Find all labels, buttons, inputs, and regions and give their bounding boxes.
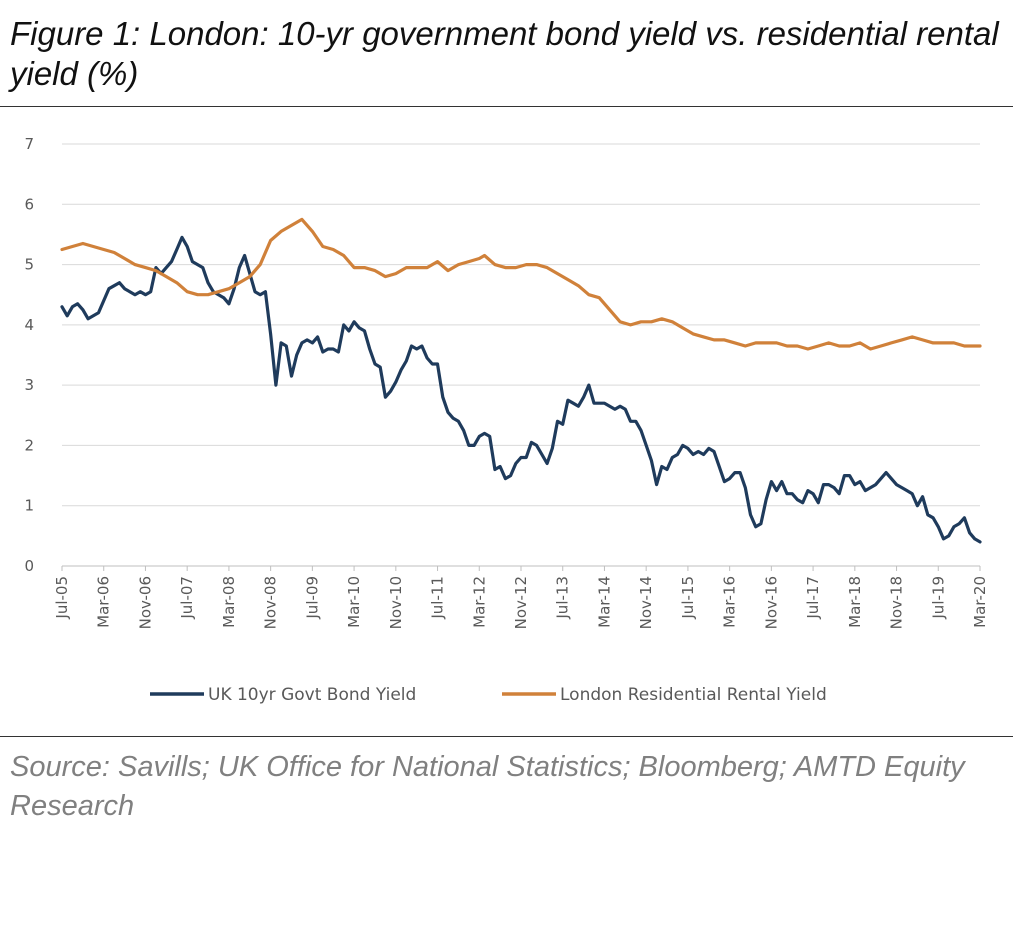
- y-tick-label: 1: [24, 497, 34, 515]
- x-tick-label: Jul-11: [429, 576, 447, 620]
- x-tick-label: Mar-12: [470, 576, 488, 628]
- x-tick-label: Jul-17: [804, 576, 822, 620]
- x-axis: Jul-05 Mar-06 Nov-06 Jul-07 Mar-08 Nov-08 Jul-…: [53, 566, 989, 629]
- x-tick-label: Jul-05: [53, 576, 71, 620]
- legend-label: London Residential Rental Yield: [560, 685, 827, 705]
- y-tick-label: 3: [24, 376, 34, 394]
- x-tick-label: Mar-10: [345, 576, 363, 628]
- x-tick-label: Mar-18: [846, 576, 864, 628]
- gridlines: [62, 143, 980, 567]
- legend-label: UK 10yr Govt Bond Yield: [208, 685, 416, 705]
- x-tick-label: Jul-07: [178, 576, 196, 620]
- series-lines: [60, 217, 982, 544]
- rental-yield-line: [60, 217, 982, 351]
- x-tick-label: Nov-10: [387, 576, 405, 629]
- x-tick-label: Mar-08: [220, 576, 238, 628]
- x-tick-label: Jul-13: [554, 576, 572, 620]
- legend: UK 10yr Govt Bond Yield London Residentia…: [150, 685, 827, 705]
- y-tick-label: 0: [24, 557, 34, 575]
- bond-yield-line: [60, 235, 982, 544]
- x-tick-label: Nov-12: [512, 576, 530, 629]
- bottom-divider: [0, 736, 1013, 737]
- x-tick-label: Mar-06: [95, 576, 113, 628]
- y-tick-label: 4: [24, 316, 34, 334]
- y-tick-label: 5: [24, 256, 34, 274]
- line-chart: 0 1 2 3 4 5 6 7 Jul-05 Mar-06 Nov-06 Jul-07 Mar-08 N…: [24, 135, 989, 705]
- x-tick-label: Jul-19: [929, 576, 947, 620]
- x-tick-label: Nov-18: [888, 576, 906, 629]
- x-tick-label: Mar-16: [721, 576, 739, 628]
- y-axis: 0 1 2 3 4 5 6 7: [24, 135, 34, 575]
- x-tick-label: Nov-14: [637, 576, 655, 629]
- figure-title: Figure 1: London: 10-yr government bond …: [10, 15, 999, 92]
- x-tick-label: Mar-14: [595, 576, 613, 628]
- y-tick-label: 7: [24, 135, 34, 153]
- x-tick-label: Mar-20: [971, 576, 989, 628]
- top-divider: [0, 106, 1013, 107]
- x-tick-label: Nov-08: [262, 576, 280, 629]
- y-tick-label: 2: [24, 436, 34, 454]
- source-note: Source: Savills; UK Office for National …: [10, 751, 965, 822]
- x-tick-label: Jul-09: [303, 576, 321, 620]
- y-tick-label: 6: [24, 195, 34, 213]
- x-tick-label: Nov-16: [762, 576, 780, 629]
- x-tick-label: Jul-15: [679, 576, 697, 620]
- x-tick-label: Nov-06: [136, 576, 154, 629]
